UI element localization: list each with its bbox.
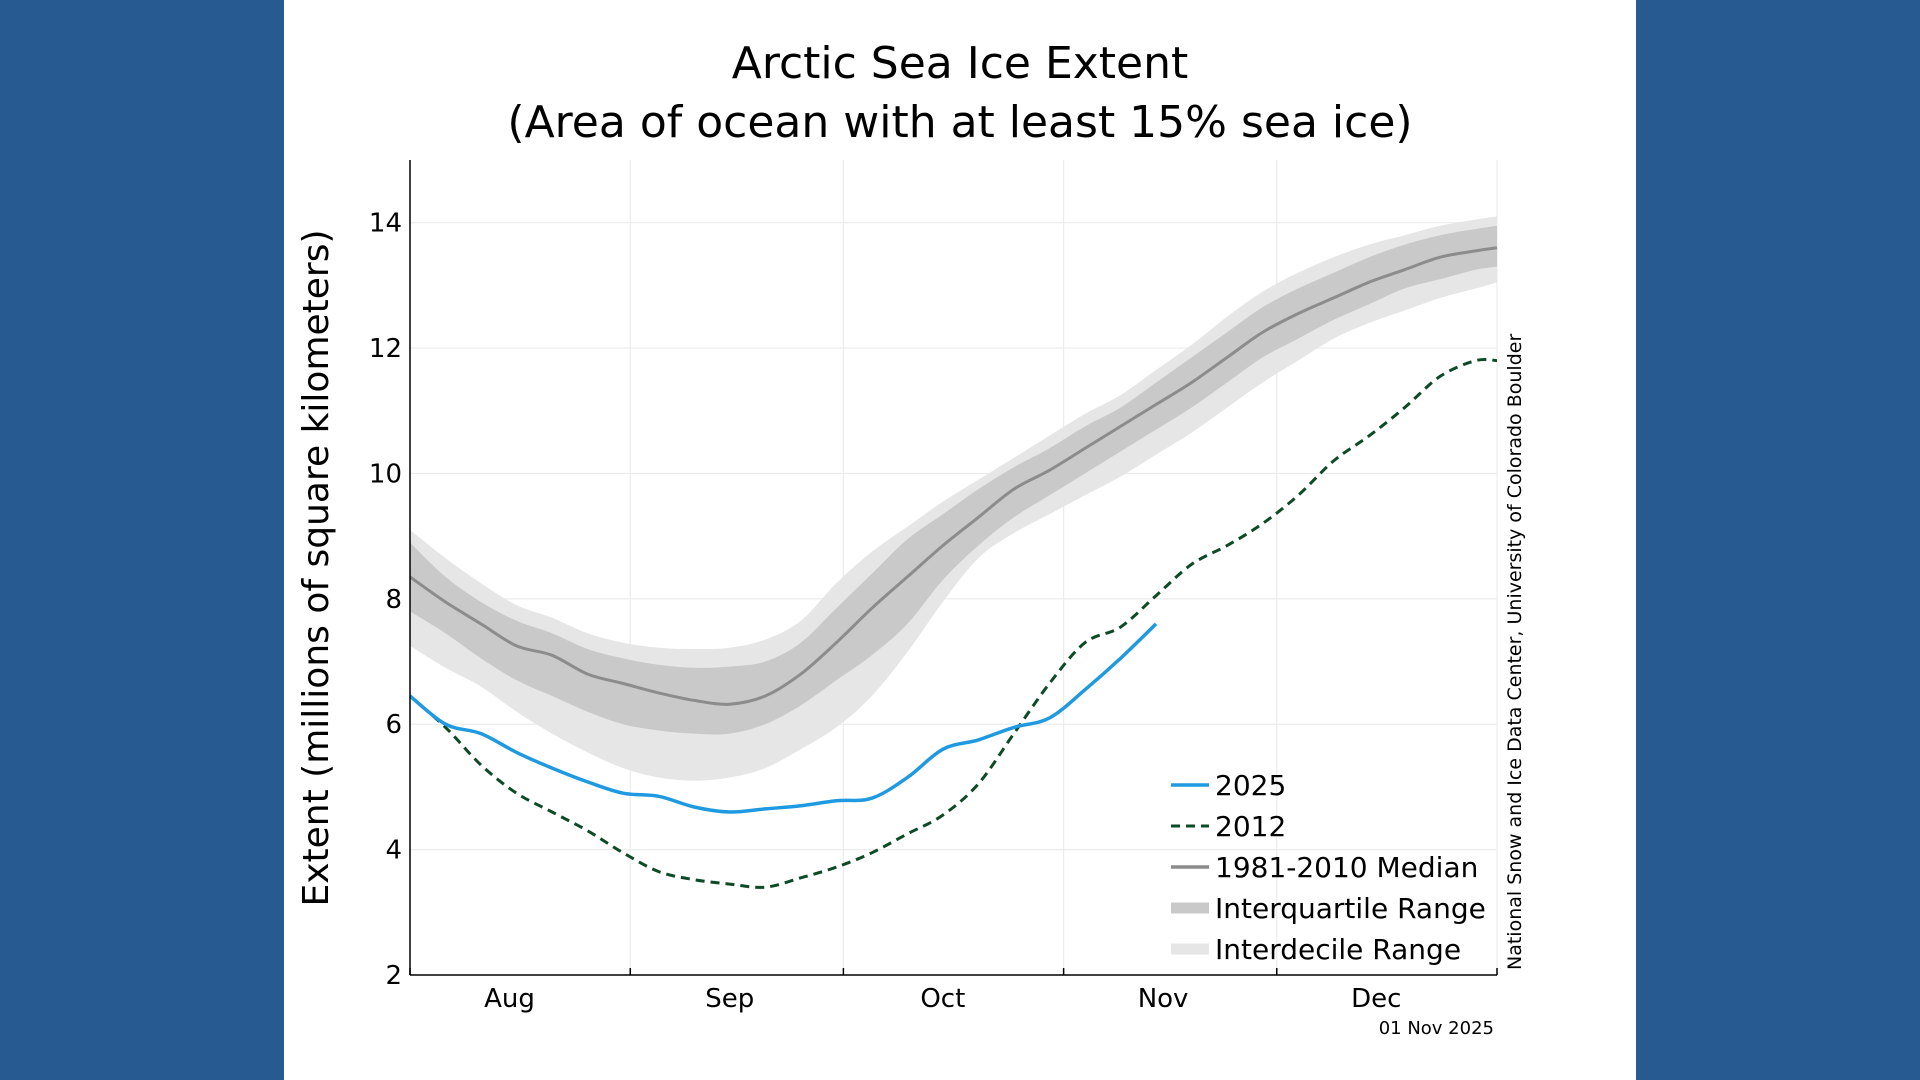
y-tick-label: 14 (369, 209, 402, 239)
credit-text: National Snow and Ice Data Center, Unive… (1504, 334, 1526, 970)
chart-panel: Arctic Sea Ice Extent (Area of ocean wit… (284, 0, 1636, 1080)
legend-label-2025: 2025 (1215, 769, 1286, 802)
chart-title-line-1: Arctic Sea Ice Extent (732, 38, 1189, 89)
y-tick-label: 12 (369, 334, 402, 364)
y-tick-label: 4 (385, 836, 402, 866)
y-tick-label: 6 (385, 710, 402, 740)
x-tick-label: Sep (705, 984, 754, 1014)
chart-svg: Arctic Sea Ice Extent (Area of ocean wit… (296, 38, 1526, 1039)
x-tick-marks (409, 968, 1498, 975)
legend-label-median: 1981-2010 Median (1215, 851, 1478, 884)
x-tick-label: Aug (484, 984, 535, 1014)
date-stamp: 01 Nov 2025 (1379, 1018, 1494, 1039)
legend: 2025 2012 1981-2010 Median Interquartile… (1171, 769, 1486, 966)
interquartile-range-band (410, 225, 1497, 735)
month-labels: Aug Sep Oct Nov Dec (484, 984, 1401, 1014)
legend-label-interquartile: Interquartile Range (1215, 892, 1486, 925)
y-tick-labels: 2 4 6 8 10 12 14 (369, 209, 402, 991)
x-tick-label: Dec (1351, 984, 1401, 1014)
range-bands (410, 216, 1497, 781)
x-tick-label: Nov (1138, 984, 1189, 1014)
legend-label-2012: 2012 (1215, 810, 1286, 843)
y-tick-label: 8 (385, 585, 402, 615)
series-lines (408, 246, 1498, 889)
series-2025-line (408, 622, 1158, 814)
legend-label-interdecile: Interdecile Range (1215, 933, 1461, 966)
x-tick-label: Oct (920, 984, 965, 1014)
y-tick-label: 2 (385, 961, 402, 991)
median-line (409, 246, 1498, 706)
y-axis-label: Extent (millions of square kilometers) (296, 229, 337, 906)
y-tick-label: 10 (369, 459, 402, 489)
series-2012-line (409, 357, 1498, 889)
chart-title-line-2: (Area of ocean with at least 15% sea ice… (507, 97, 1412, 148)
